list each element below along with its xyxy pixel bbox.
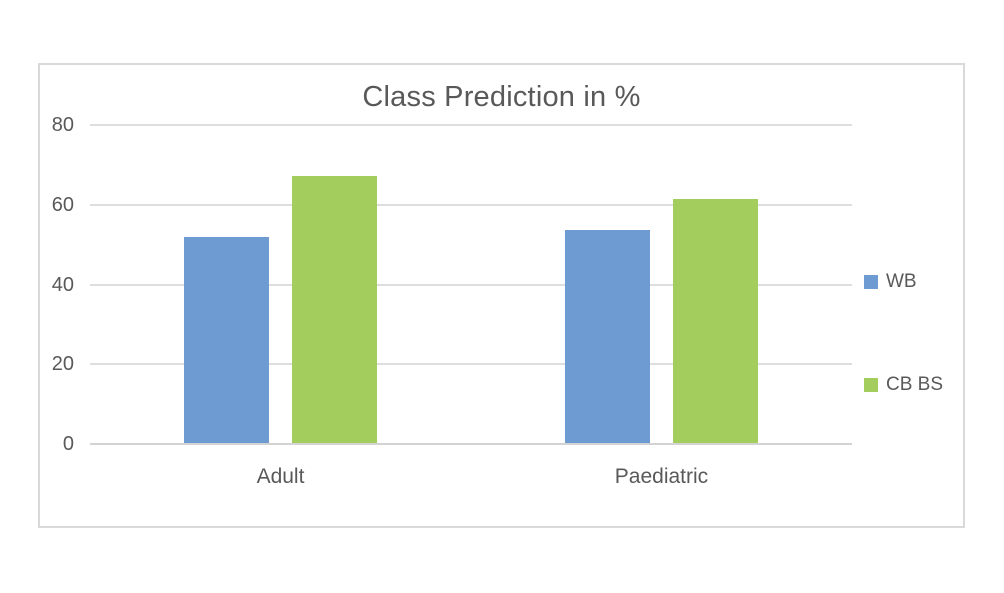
bar-cb-bs-adult <box>292 175 377 444</box>
chart-frame <box>38 63 965 528</box>
y-axis-tick-label: 40 <box>51 273 74 296</box>
gridline <box>90 203 852 206</box>
legend-label: CB BS <box>886 374 944 395</box>
bar-cb-bs-paediatric <box>673 198 758 444</box>
y-axis-tick-label: 60 <box>51 193 74 216</box>
legend-entry-cb-bs: CB BS <box>864 374 943 396</box>
legend-entry-wb: WB <box>864 271 917 293</box>
legend-swatch <box>864 378 878 392</box>
chart-title: Class Prediction in % <box>362 81 641 113</box>
gridline <box>90 363 852 366</box>
gridline <box>90 283 852 286</box>
bar-wb-paediatric <box>565 229 650 444</box>
legend-swatch <box>864 275 878 289</box>
legend-label: WB <box>886 271 917 292</box>
x-axis-category-label: Paediatric <box>614 465 709 488</box>
x-axis-category-label: Adult <box>256 465 305 488</box>
bar-wb-adult <box>184 236 269 444</box>
x-axis-line <box>90 443 852 445</box>
y-axis-tick-label: 20 <box>51 353 74 376</box>
y-axis-tick-label: 0 <box>62 433 74 455</box>
gridline <box>90 124 852 126</box>
y-axis-tick-label: 80 <box>51 114 74 136</box>
